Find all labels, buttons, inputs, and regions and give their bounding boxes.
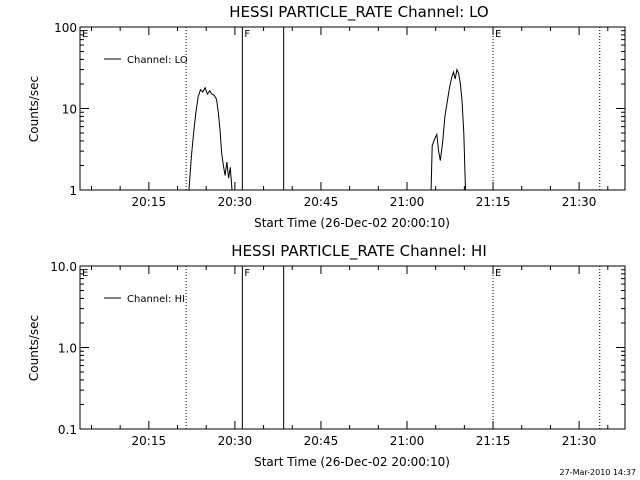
x-tick-label: 20:15: [132, 195, 167, 209]
x-tick-label: 21:00: [390, 434, 425, 448]
x-tick-label: 20:45: [304, 434, 339, 448]
x-tick-label: 20:15: [132, 434, 167, 448]
chart-title: HESSI PARTICLE_RATE Channel: HI: [231, 242, 487, 261]
event-marker-label: E: [82, 29, 88, 40]
y-tick-label: 1: [69, 184, 77, 198]
y-axis-label: Counts/sec: [27, 76, 41, 142]
series-line: [430, 67, 466, 191]
x-tick-label: 21:15: [476, 195, 511, 209]
legend-label: Channel: LO: [127, 55, 188, 66]
x-axis-label: Start Time (26-Dec-02 20:00:10): [254, 216, 450, 230]
plot-frame: [79, 26, 626, 191]
legend-label: Channel: HI: [127, 294, 185, 305]
chart-panel-hi: HESSI PARTICLE_RATE Channel: HI Start Ti…: [27, 242, 626, 469]
x-tick-label: 20:45: [304, 195, 339, 209]
legend: Channel: LO: [104, 55, 188, 66]
timestamp: 27-Mar-2010 14:37: [560, 468, 637, 477]
y-tick-label: 100: [54, 21, 77, 35]
series-line: [188, 86, 233, 191]
x-tick-label: 20:30: [218, 195, 253, 209]
x-axis-label: Start Time (26-Dec-02 20:00:10): [254, 455, 450, 469]
x-tick-label: 21:15: [476, 434, 511, 448]
x-tick-label: 21:30: [562, 434, 597, 448]
y-tick-label: 1.0: [58, 342, 77, 356]
chart-panel-lo: HESSI PARTICLE_RATE Channel: LO Start Ti…: [27, 3, 626, 230]
plot-frame: [79, 265, 626, 430]
y-tick-label: 10: [62, 103, 77, 117]
x-tick-label: 21:30: [562, 195, 597, 209]
y-tick-label: 10.0: [50, 260, 77, 274]
x-tick-label: 20:30: [218, 434, 253, 448]
event-marker-label: E: [495, 29, 501, 40]
event-marker-label: F: [244, 268, 250, 279]
event-marker-label: E: [82, 268, 88, 279]
legend: Channel: HI: [104, 294, 185, 305]
y-axis-label: Counts/sec: [27, 315, 41, 381]
event-marker-label: F: [244, 29, 250, 40]
x-tick-label: 21:00: [390, 195, 425, 209]
chart-title: HESSI PARTICLE_RATE Channel: LO: [229, 3, 488, 22]
event-marker-label: E: [495, 268, 501, 279]
y-tick-label: 0.1: [58, 423, 77, 437]
